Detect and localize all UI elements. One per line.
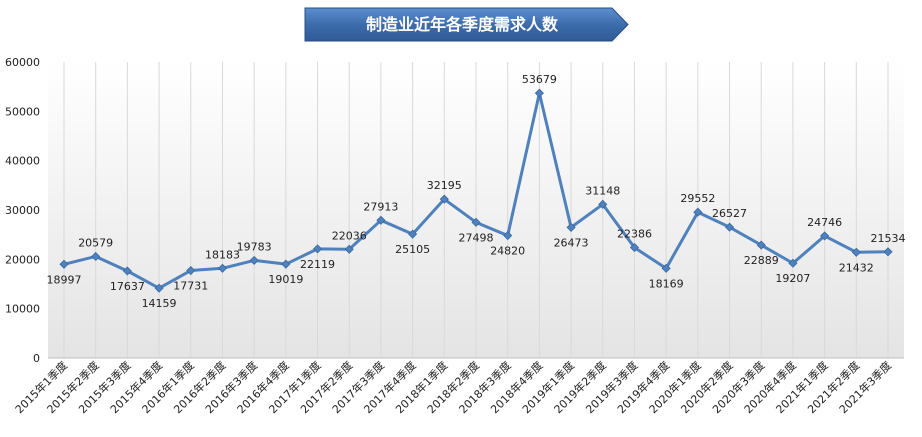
data-point <box>59 259 69 269</box>
y-tick-label: 0 <box>33 352 40 365</box>
data-point <box>249 255 259 265</box>
data-point <box>186 265 196 276</box>
data-point <box>376 215 386 225</box>
data-label: 22889 <box>744 254 779 267</box>
y-tick-label: 10000 <box>5 303 40 316</box>
data-label: 18183 <box>205 248 240 261</box>
data-label: 29552 <box>680 192 715 205</box>
data-point <box>122 266 132 276</box>
chart-title-text: 制造业近年各季度需求人数 <box>366 15 559 34</box>
grid-lines <box>63 62 889 358</box>
data-label: 24820 <box>490 245 525 258</box>
y-tick-label: 20000 <box>5 253 40 266</box>
data-point <box>408 229 418 239</box>
data-point <box>503 230 513 241</box>
data-label: 19207 <box>775 272 810 285</box>
data-point <box>471 217 481 227</box>
data-label: 20579 <box>78 236 113 249</box>
data-label: 27498 <box>459 231 494 244</box>
data-point <box>91 251 101 262</box>
data-label: 21432 <box>839 261 874 274</box>
data-point <box>217 263 228 273</box>
data-point <box>629 242 640 253</box>
data-point <box>724 222 735 232</box>
data-label: 26527 <box>712 207 747 220</box>
data-label: 22119 <box>300 258 335 271</box>
data-label: 25105 <box>395 243 430 256</box>
data-point <box>883 247 893 257</box>
x-axis: 2015年1季度2015年2季度2015年3季度2015年4季度2016年1季度… <box>12 358 894 416</box>
data-point <box>693 207 703 217</box>
data-point <box>312 244 323 254</box>
data-label: 18169 <box>649 277 684 290</box>
data-label: 17731 <box>173 280 208 293</box>
y-tick-label: 40000 <box>5 155 40 168</box>
y-tick-label: 60000 <box>5 56 40 69</box>
data-point <box>154 283 164 293</box>
data-label: 26473 <box>554 236 589 249</box>
data-label: 53679 <box>522 73 557 86</box>
data-label: 22036 <box>332 229 367 242</box>
data-point <box>281 259 291 269</box>
data-label: 14159 <box>142 297 177 310</box>
data-label: 22386 <box>617 228 652 241</box>
series-line-group <box>59 88 893 293</box>
data-point <box>598 199 608 209</box>
data-point <box>534 88 544 98</box>
data-point <box>566 222 576 232</box>
chart-title: 制造业近年各季度需求人数 <box>304 7 629 42</box>
y-tick-label: 30000 <box>5 204 40 217</box>
data-label: 27913 <box>363 200 398 213</box>
data-point <box>788 258 798 268</box>
data-label: 19783 <box>237 240 272 253</box>
data-point <box>661 263 671 273</box>
data-label: 32195 <box>427 179 462 192</box>
data-point <box>344 244 354 254</box>
data-label: 21534 <box>871 232 906 245</box>
data-point <box>851 247 861 257</box>
data-point <box>820 231 830 241</box>
data-point <box>756 240 766 250</box>
data-point <box>439 194 449 204</box>
data-label: 24746 <box>807 216 842 229</box>
title-banner <box>304 7 629 42</box>
data-label: 31148 <box>585 184 620 197</box>
data-label: 19019 <box>268 273 303 286</box>
y-axis: 0 10000 20000 30000 40000 50000 60000 <box>5 56 40 365</box>
y-tick-label: 50000 <box>5 105 40 118</box>
data-label: 17637 <box>110 280 145 293</box>
data-label: 18997 <box>47 273 82 286</box>
